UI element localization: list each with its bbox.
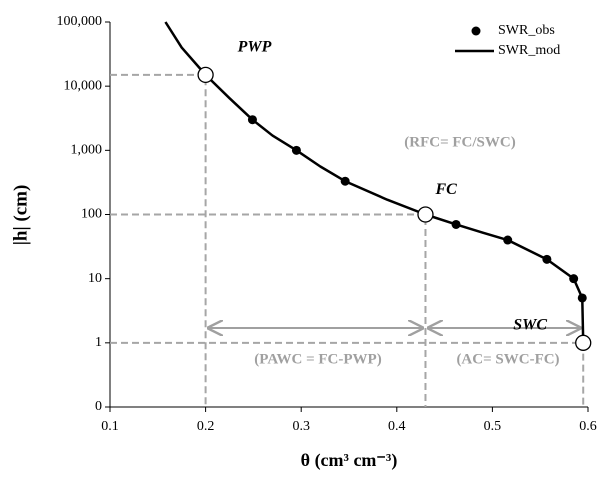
x-tick-label: 0.3 [292, 419, 310, 434]
key-point [575, 334, 592, 351]
x-tick-label: 0.2 [197, 419, 215, 434]
annotation: (RFC= FC/SWC) [404, 134, 515, 150]
legend-label: SWR_mod [498, 43, 560, 58]
y-tick-label: 100,000 [57, 14, 103, 29]
y-tick-label: 0 [95, 399, 102, 414]
x-tick-label: 0.5 [484, 419, 502, 434]
reference-line [110, 73, 207, 407]
legend-swatch [471, 26, 481, 36]
y-tick-label: 1,000 [71, 143, 103, 158]
x-axis-title: θ (cm³ cm⁻³) [301, 450, 398, 471]
key-point [417, 206, 434, 223]
annotation: (PAWC = FC-PWP) [254, 351, 381, 367]
x-tick-label: 0.6 [579, 419, 597, 434]
y-tick-label: 10,000 [64, 78, 103, 93]
y-tick-label: 1 [95, 335, 102, 350]
key-point-label: PWP [237, 39, 272, 56]
key-point [197, 66, 214, 84]
x-tick-label: 0.1 [101, 419, 119, 434]
y-tick-label: 10 [88, 271, 102, 286]
legend-label: SWR_obs [498, 23, 555, 38]
y-tick-label: 100 [81, 207, 102, 222]
x-tick-label: 0.4 [388, 419, 406, 434]
key-point-label: SWC [513, 317, 547, 334]
y-axis-title: |h| (cm) [10, 185, 31, 246]
annotation: (AC= SWC-FC) [456, 351, 559, 367]
key-point-label: FC [434, 181, 457, 198]
reference-line [110, 213, 427, 407]
model-curve [164, 21, 585, 343]
